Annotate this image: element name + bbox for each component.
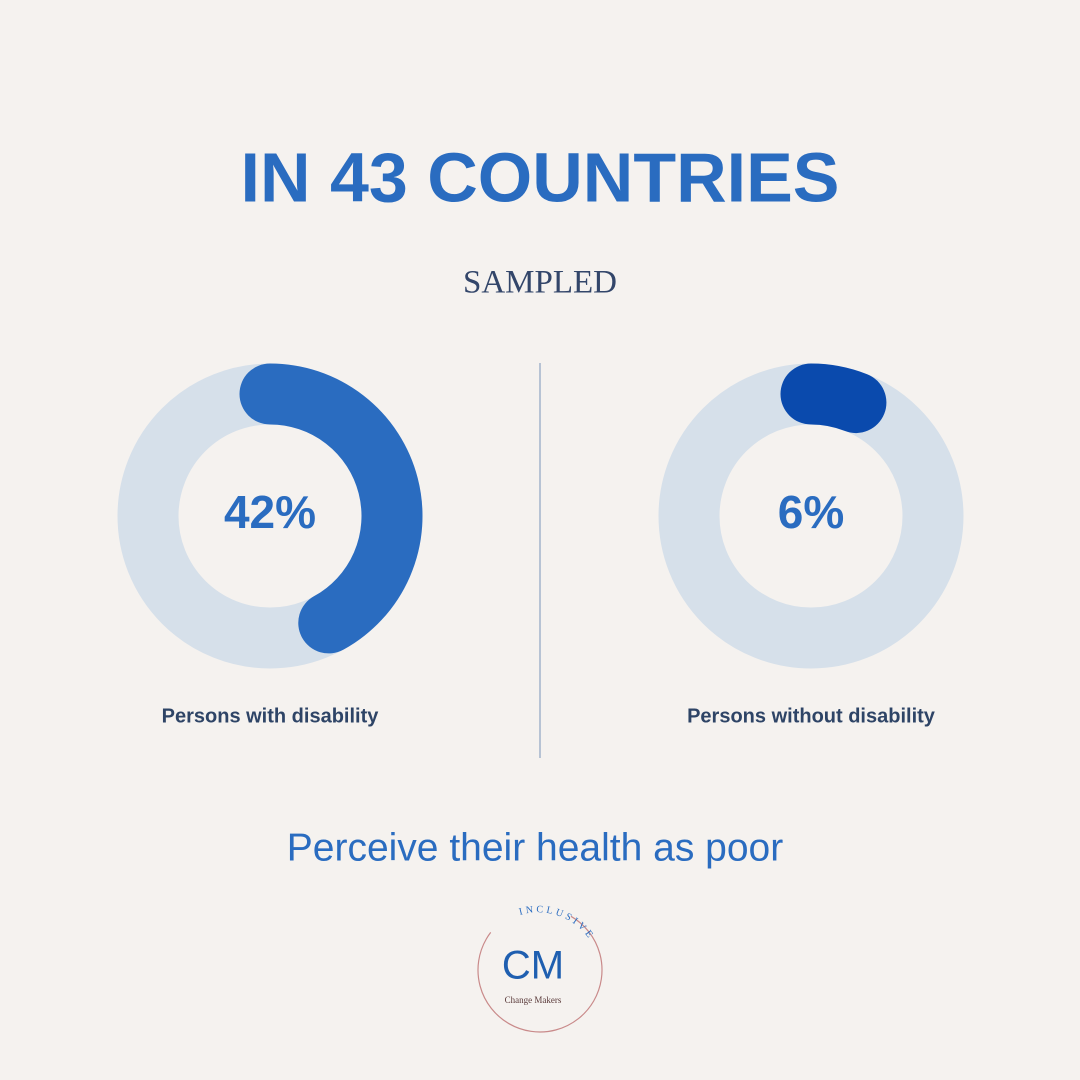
- donut-value-label: 42%: [224, 486, 316, 538]
- donut-label: Persons with disability: [162, 705, 380, 727]
- donut-label: Persons without disability: [687, 705, 936, 727]
- donut-arc: [239, 363, 423, 654]
- title: IN 43 COUNTRIES: [241, 138, 840, 216]
- logo-ring: [477, 907, 603, 1033]
- donut-arc: [780, 363, 887, 434]
- caption: Perceive their health as poor: [287, 826, 783, 869]
- logo-initials: CM: [502, 944, 564, 988]
- donut-value-label: 6%: [778, 486, 844, 538]
- subtitle: SAMPLED: [463, 265, 617, 301]
- logo-name: Change Makers: [505, 995, 562, 1005]
